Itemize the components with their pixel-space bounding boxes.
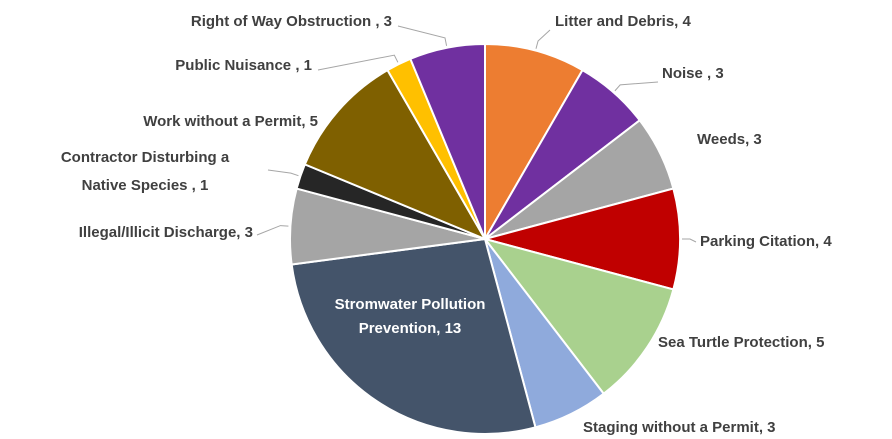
data-label: Staging without a Permit, 3 — [583, 419, 776, 436]
data-label: Sea Turtle Protection, 5 — [658, 334, 824, 351]
data-label: Weeds, 3 — [697, 131, 762, 148]
data-label: Native Species , 1 — [82, 177, 209, 194]
leader-line — [397, 25, 448, 46]
pie-slice — [290, 237, 537, 435]
data-label: Public Nuisance , 1 — [175, 57, 312, 74]
leader-line — [682, 238, 697, 243]
data-label: Litter and Debris, 4 — [555, 13, 692, 30]
leader-line — [614, 81, 659, 92]
pie-slice — [409, 42, 486, 240]
data-label: Contractor Disturbing a — [61, 149, 230, 166]
data-label: Right of Way Obstruction , 3 — [191, 13, 392, 30]
pie-slice — [482, 237, 675, 396]
pie-slice — [484, 42, 584, 243]
pie-slice — [303, 68, 488, 242]
leader-line — [535, 29, 551, 49]
leader-line — [256, 225, 289, 236]
data-label: Stromwater Pollution — [335, 296, 486, 313]
leader-line — [267, 169, 299, 177]
data-label: Work without a Permit, 5 — [143, 113, 318, 130]
data-label: Prevention, 13 — [359, 320, 462, 337]
pie-slice — [481, 187, 681, 291]
data-label: Parking Citation, 4 — [700, 233, 832, 250]
leader-line — [317, 54, 399, 71]
data-label: Illegal/Illicit Discharge, 3 — [79, 224, 253, 241]
data-label: Noise , 3 — [662, 65, 724, 82]
